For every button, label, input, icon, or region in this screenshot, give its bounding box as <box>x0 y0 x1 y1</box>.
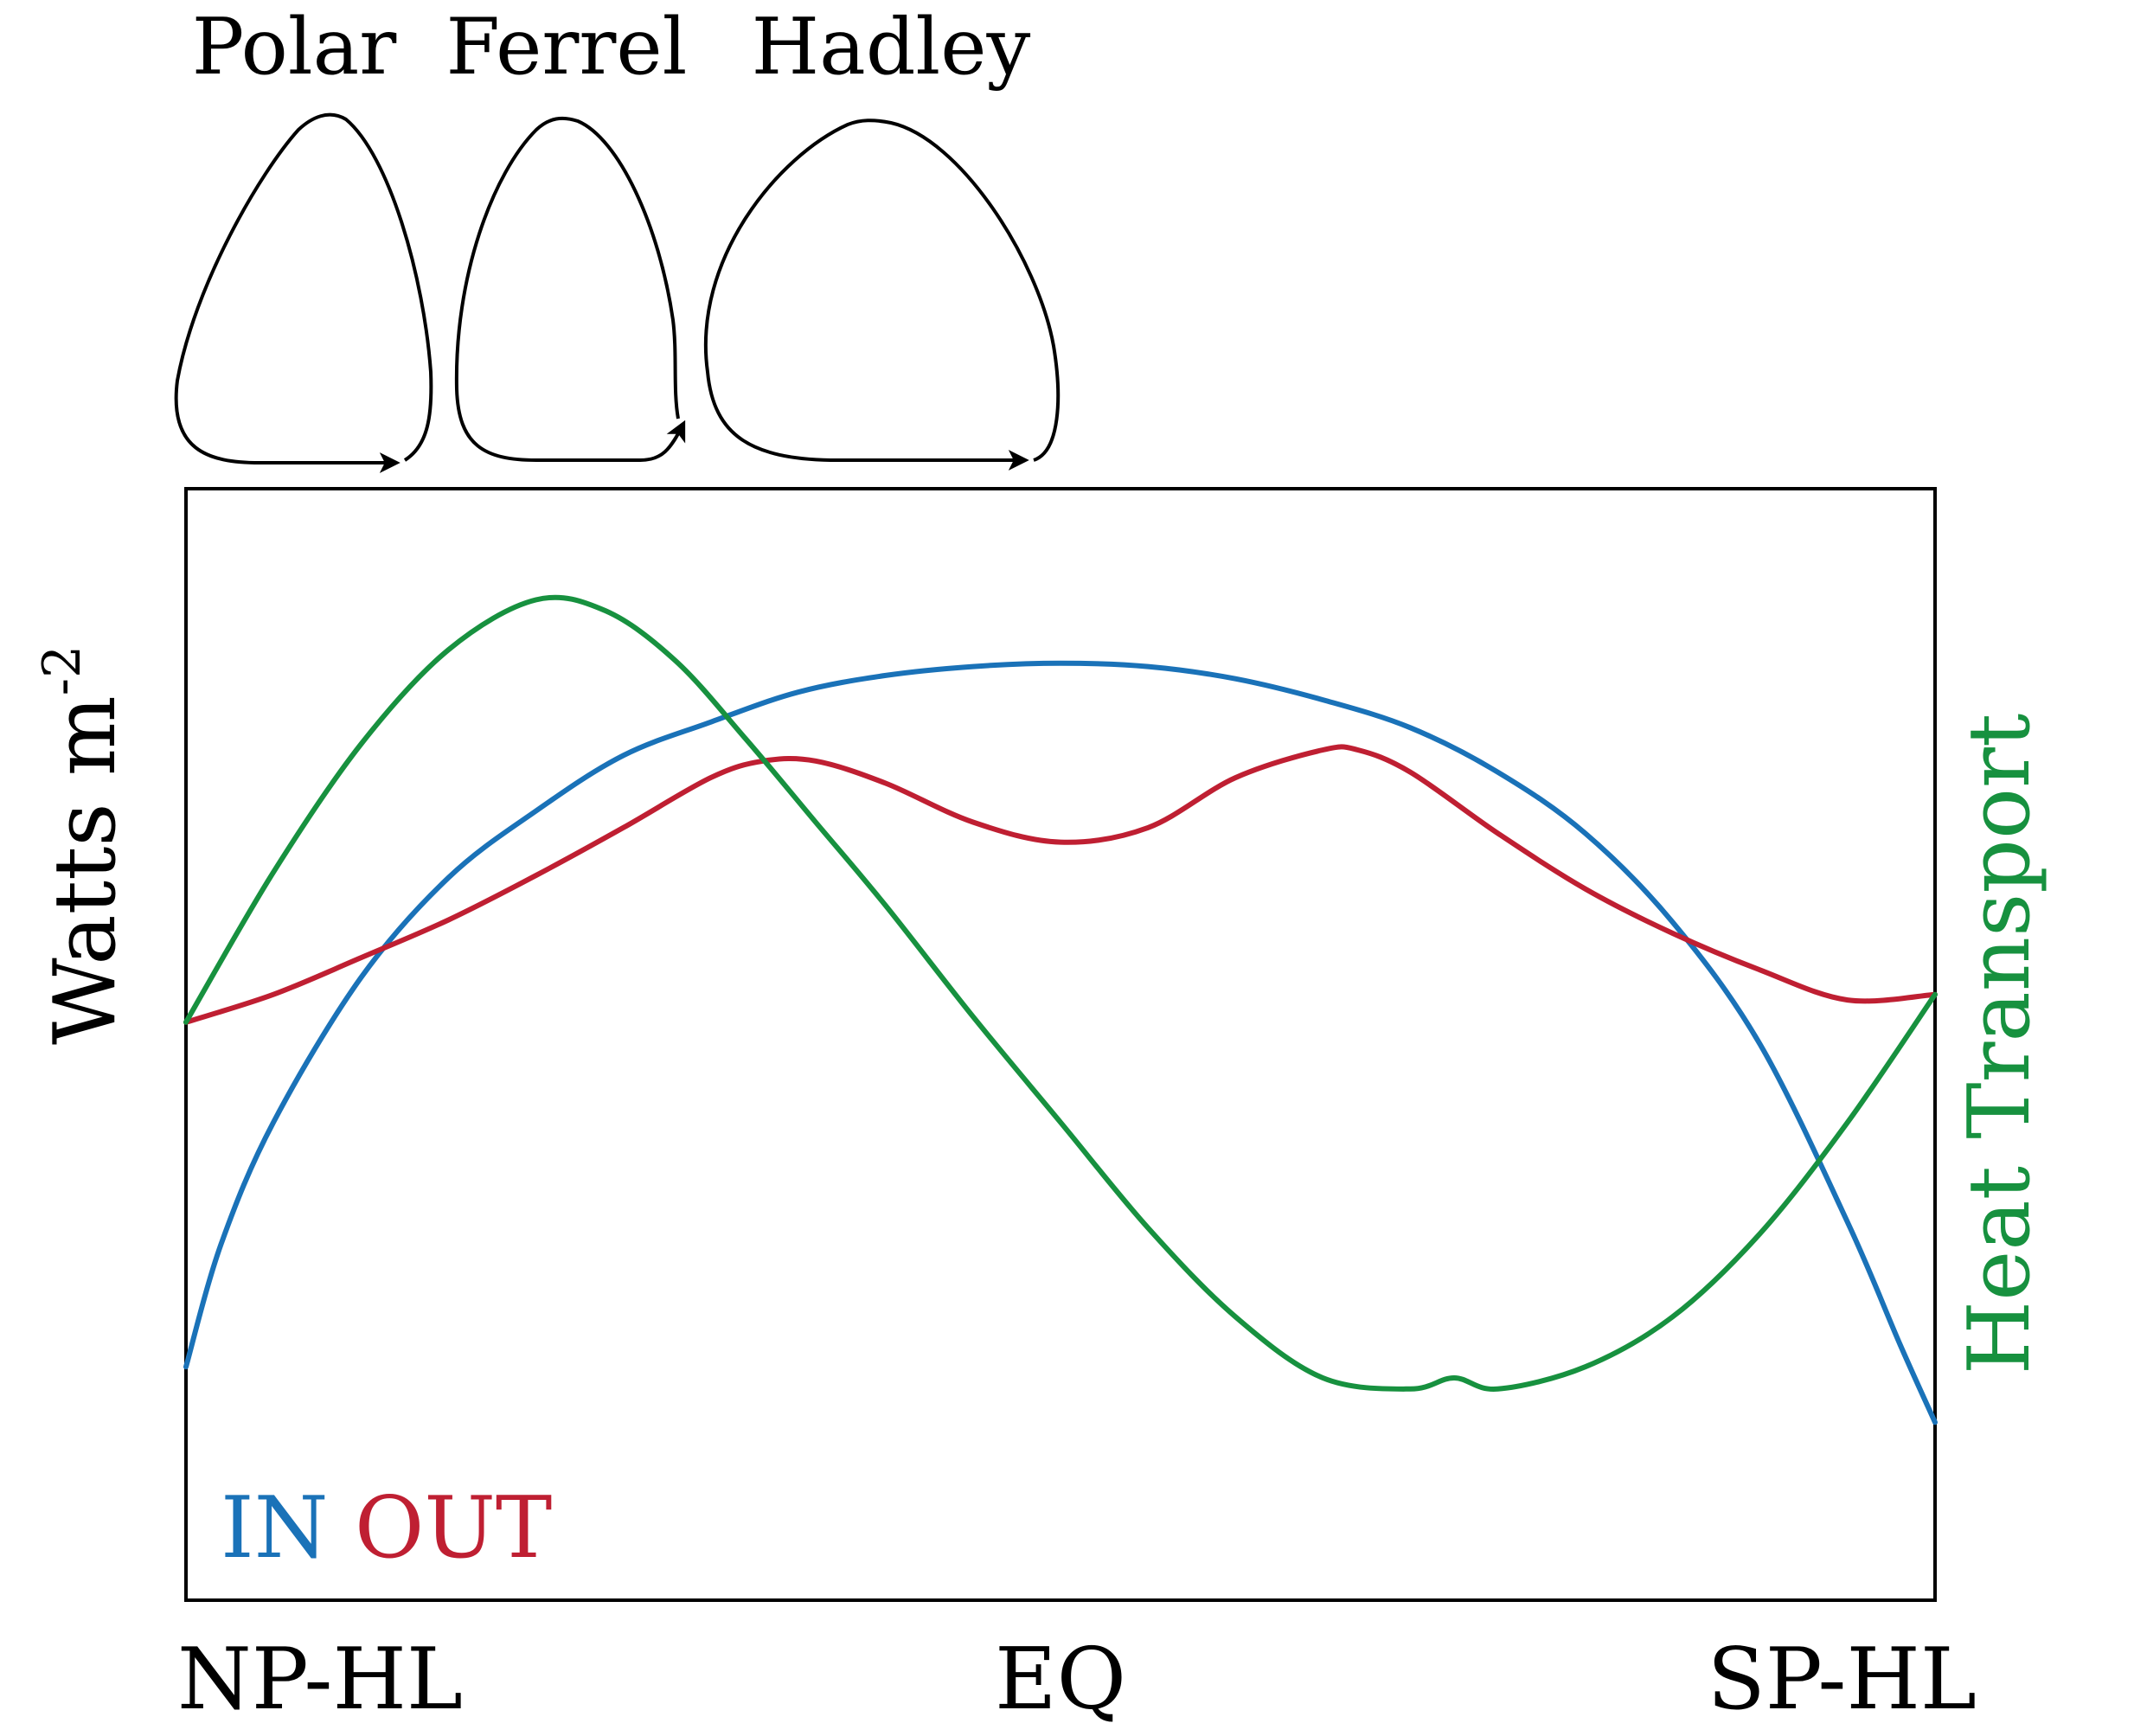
heat-transport-label: Heat Transport <box>1951 714 2049 1374</box>
hadley-cell-loop <box>704 119 1061 471</box>
series-line-out <box>183 744 1938 1025</box>
y-axis-label-exponent: -2 <box>32 645 93 695</box>
legend-in: IN <box>221 1479 328 1578</box>
x-tick-label-np-hl: NP-HL <box>177 1630 463 1729</box>
ferrel-cell-loop <box>454 116 686 462</box>
series-line-in <box>183 660 1938 1425</box>
series-line-heat-transport <box>183 594 1938 1392</box>
x-tick-label-sp-hl: SP-HL <box>1708 1630 1977 1729</box>
cell-label-polar: Polar <box>192 2 398 93</box>
y-axis-label: Watts m-2 <box>32 645 135 1045</box>
cell-label-hadley: Hadley <box>752 2 1031 93</box>
plot-frame <box>184 487 1937 1602</box>
polar-cell-loop <box>174 112 433 473</box>
cell-label-ferrel: Ferrel <box>446 2 688 93</box>
plot-lines <box>183 594 1938 1425</box>
legend-out: OUT <box>355 1479 552 1578</box>
x-tick-label-eq: EQ <box>995 1630 1126 1729</box>
